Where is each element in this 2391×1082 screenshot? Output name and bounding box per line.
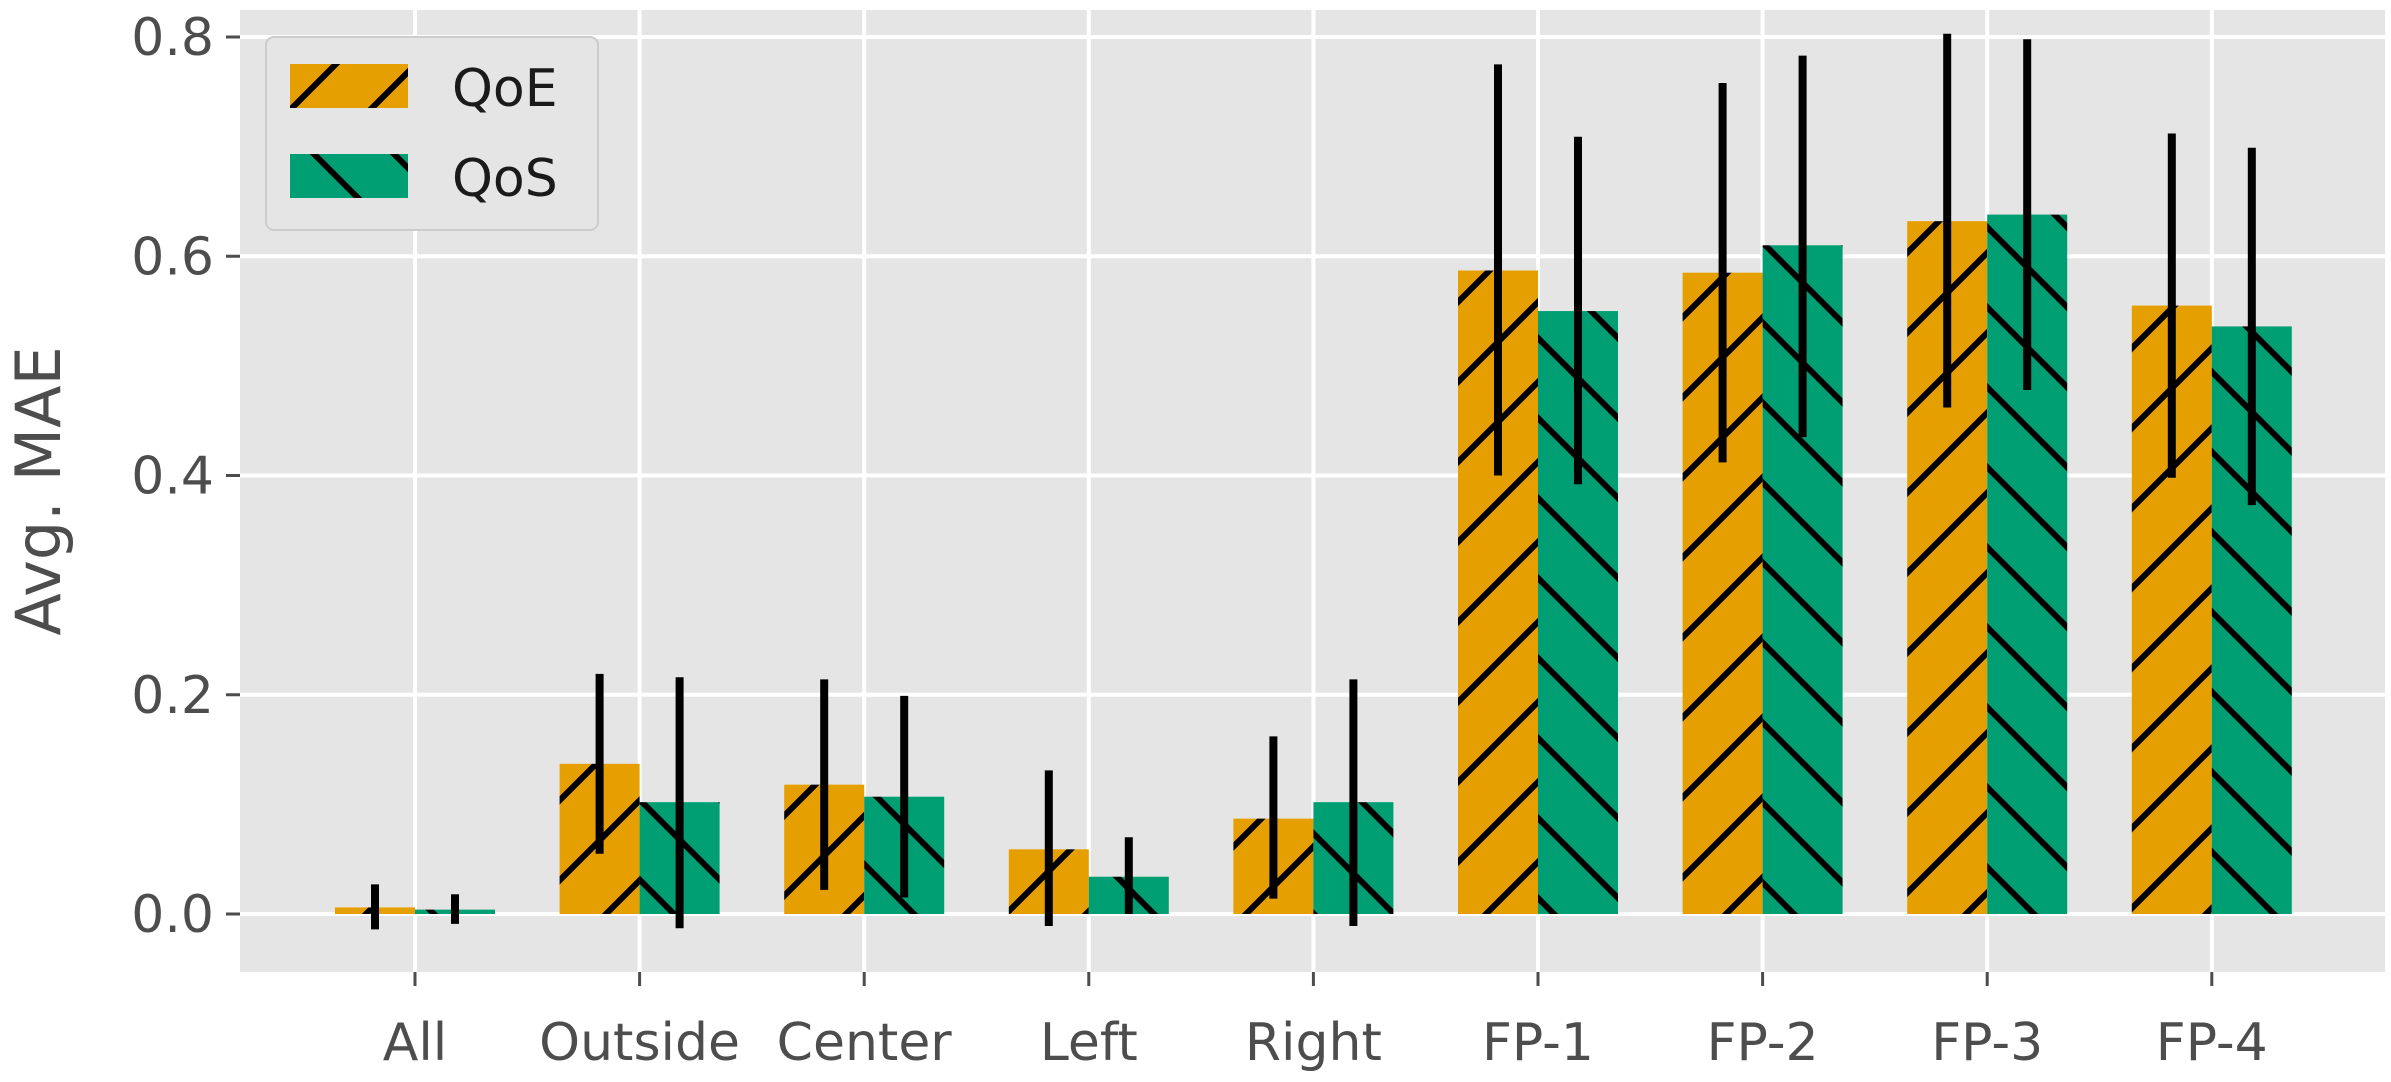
- legend-swatch-qos: [290, 154, 408, 198]
- legend-label-qos: QoS: [452, 149, 558, 209]
- y-tick-label: 0.4: [131, 447, 214, 507]
- x-tick-label: Left: [1040, 1013, 1138, 1073]
- legend-swatch-qoe: [290, 64, 408, 108]
- y-tick-label: 0.0: [131, 885, 214, 945]
- x-tick-label: All: [383, 1013, 447, 1073]
- y-tick-label: 0.6: [131, 227, 214, 287]
- y-axis: 0.0 0.2 0.4 0.6 0.8: [131, 8, 240, 945]
- x-tick-label: FP-2: [1707, 1013, 1819, 1073]
- x-tick-label: Outside: [539, 1013, 740, 1073]
- x-tick-label: FP-3: [1931, 1013, 2043, 1073]
- y-axis-title: Avg. MAE: [2, 346, 75, 635]
- y-tick-label: 0.8: [131, 8, 214, 68]
- x-tick-label: Right: [1245, 1013, 1382, 1073]
- x-tick-label: FP-4: [2156, 1013, 2268, 1073]
- x-tick-label: Center: [777, 1013, 953, 1073]
- y-tick-label: 0.2: [131, 666, 214, 726]
- error-bars-layer: [371, 33, 2256, 930]
- legend: QoE QoS: [265, 36, 599, 231]
- x-axis: All Outside Center Left Right FP-1 FP-2 FP-3 FP-…: [383, 972, 2268, 1073]
- legend-label-qoe: QoE: [452, 59, 558, 119]
- x-tick-label: FP-1: [1482, 1013, 1594, 1073]
